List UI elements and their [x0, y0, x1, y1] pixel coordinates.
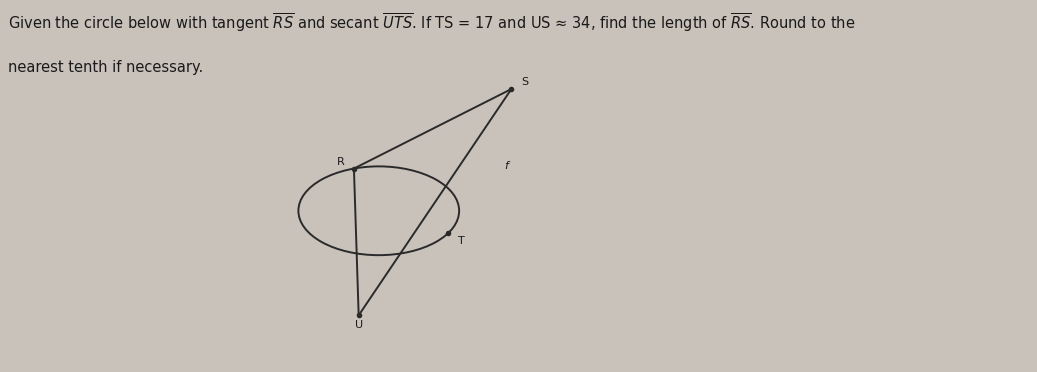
Text: T: T	[458, 237, 465, 246]
Text: f: f	[504, 161, 508, 171]
Text: U: U	[355, 321, 363, 330]
Text: S: S	[521, 77, 528, 87]
Text: R: R	[337, 157, 344, 167]
Text: nearest tenth if necessary.: nearest tenth if necessary.	[8, 60, 203, 74]
Text: Given the circle below with tangent $\overline{RS}$ and secant $\overline{UTS}$.: Given the circle below with tangent $\ov…	[8, 11, 856, 34]
